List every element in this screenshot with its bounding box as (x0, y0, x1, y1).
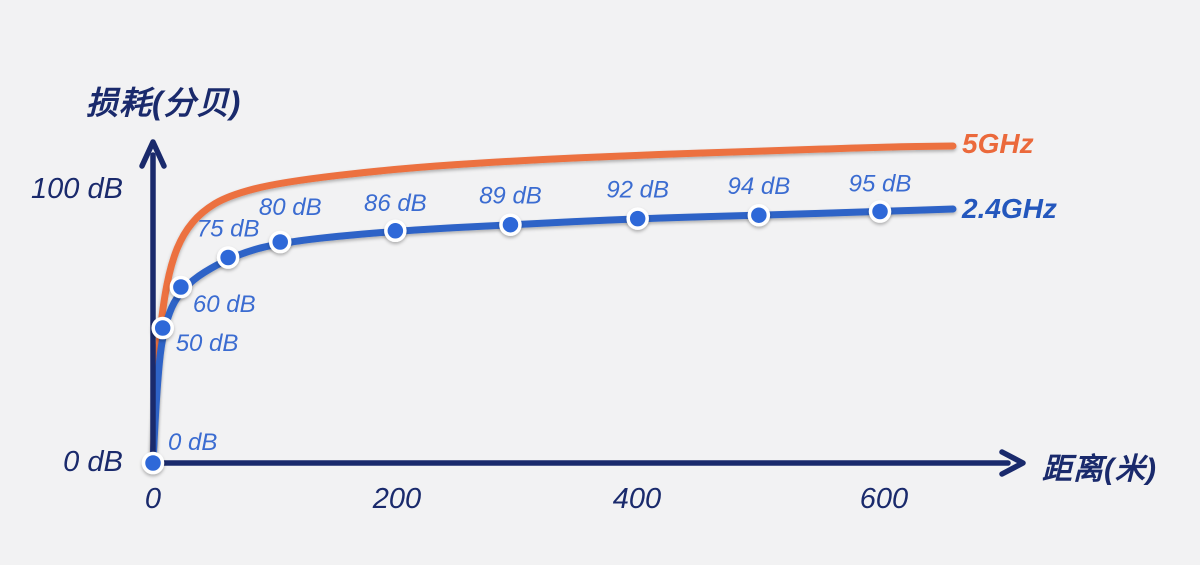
x-axis-title: 距离(米) (1042, 453, 1157, 486)
data-point-label-5: 86 dB (364, 190, 427, 217)
data-point-label-8: 94 dB (727, 173, 790, 200)
data-point-label-1: 50 dB (176, 330, 239, 357)
data-point-label-2: 60 dB (193, 291, 256, 318)
data-point-label-9: 95 dB (849, 171, 912, 198)
data-point-80db (268, 230, 292, 254)
data-point-89db (499, 213, 522, 236)
y-axis-title: 损耗(分贝) (86, 85, 242, 121)
x-tick-400: 400 (612, 483, 662, 515)
x-tick-600: 600 (859, 483, 909, 515)
data-point-92db (626, 207, 649, 230)
y-tick-100db: 100 dB (31, 173, 123, 205)
data-point-label-7: 92 dB (606, 177, 669, 204)
data-point-50db (151, 316, 174, 340)
data-point-label-3: 75 dB (197, 216, 260, 243)
data-point-0db (141, 451, 165, 475)
data-point-label-6: 89 dB (479, 183, 542, 210)
data-point-95db (868, 200, 892, 223)
curve-5ghz (149, 142, 957, 467)
x-tick-0: 0 (144, 483, 162, 515)
x-tick-200: 200 (372, 483, 422, 515)
data-point-86db (384, 219, 407, 243)
data-points-group (141, 200, 892, 475)
data-point-60db (169, 275, 193, 299)
y-axis-arrow-icon (139, 139, 167, 169)
x-axis-arrow-icon (999, 449, 1026, 477)
data-point-94db (747, 203, 771, 227)
legend-5ghz: 5GHz (962, 128, 1034, 159)
data-point-label-4: 80 dB (259, 194, 322, 221)
data-point-75db (216, 246, 240, 269)
legend-2-4ghz: 2.4GHz (962, 193, 1057, 224)
y-tick-0db: 0 dB (63, 446, 123, 478)
data-point-label-0: 0 dB (168, 429, 217, 456)
